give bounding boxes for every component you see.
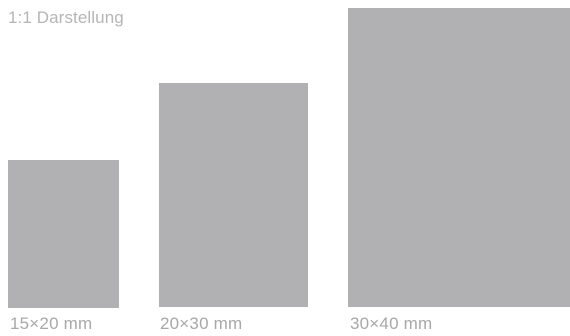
size-label-15x20: 15×20 mm	[10, 314, 93, 333]
size-rect-30x40	[348, 8, 570, 307]
size-rect-20x30	[159, 83, 308, 307]
size-label-30x40: 30×40 mm	[350, 314, 433, 333]
size-label-20x30: 20×30 mm	[160, 314, 243, 333]
scale-caption: 1:1 Darstellung	[8, 8, 124, 27]
size-rect-15x20	[8, 160, 119, 308]
